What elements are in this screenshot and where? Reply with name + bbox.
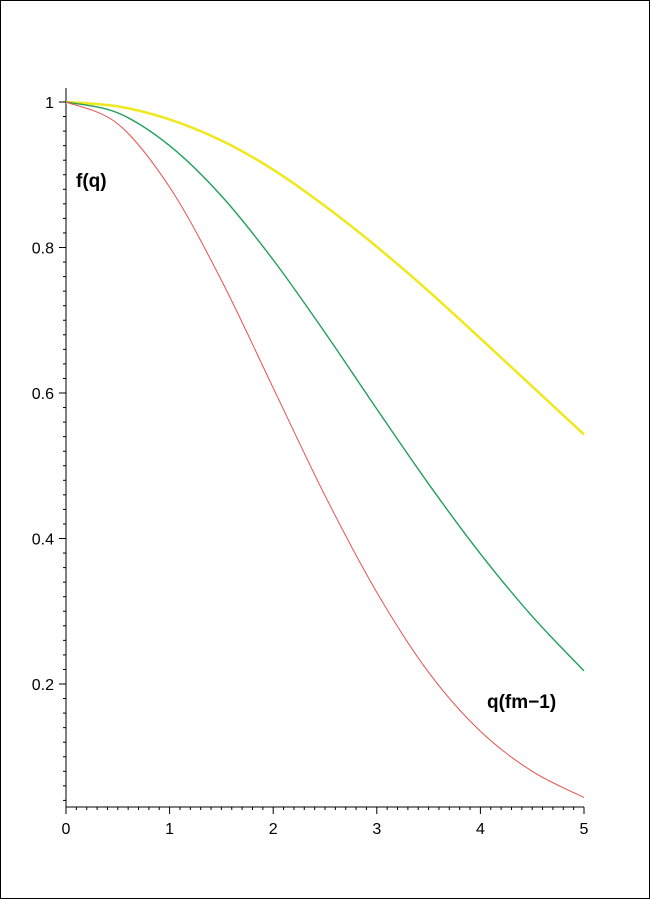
green-curve: [65, 101, 585, 672]
x-tick-label: 3: [372, 821, 381, 838]
x-tick-label: 4: [476, 821, 485, 838]
axes: 0 1 2 3 4 5 0.2 0.4 0.6 0.8 1: [32, 88, 589, 838]
series-group: [65, 100, 585, 798]
x-tick-label: 2: [269, 821, 278, 838]
x-tick-label: 1: [165, 821, 174, 838]
y-tick-label: 0.2: [32, 677, 54, 694]
y-tick-label: 0.4: [32, 532, 54, 549]
y-axis-title: f(q): [76, 171, 107, 192]
x-axis-title: q(fm−1): [487, 692, 556, 713]
y-tick-label: 1: [45, 95, 54, 112]
x-tick-label: 5: [580, 821, 589, 838]
x-tick-label: 0: [62, 821, 71, 838]
y-tick-label: 0.6: [32, 386, 54, 403]
red-curve: [65, 101, 585, 798]
yellow-curve: [65, 100, 585, 436]
y-tick-label: 0.8: [32, 241, 54, 258]
